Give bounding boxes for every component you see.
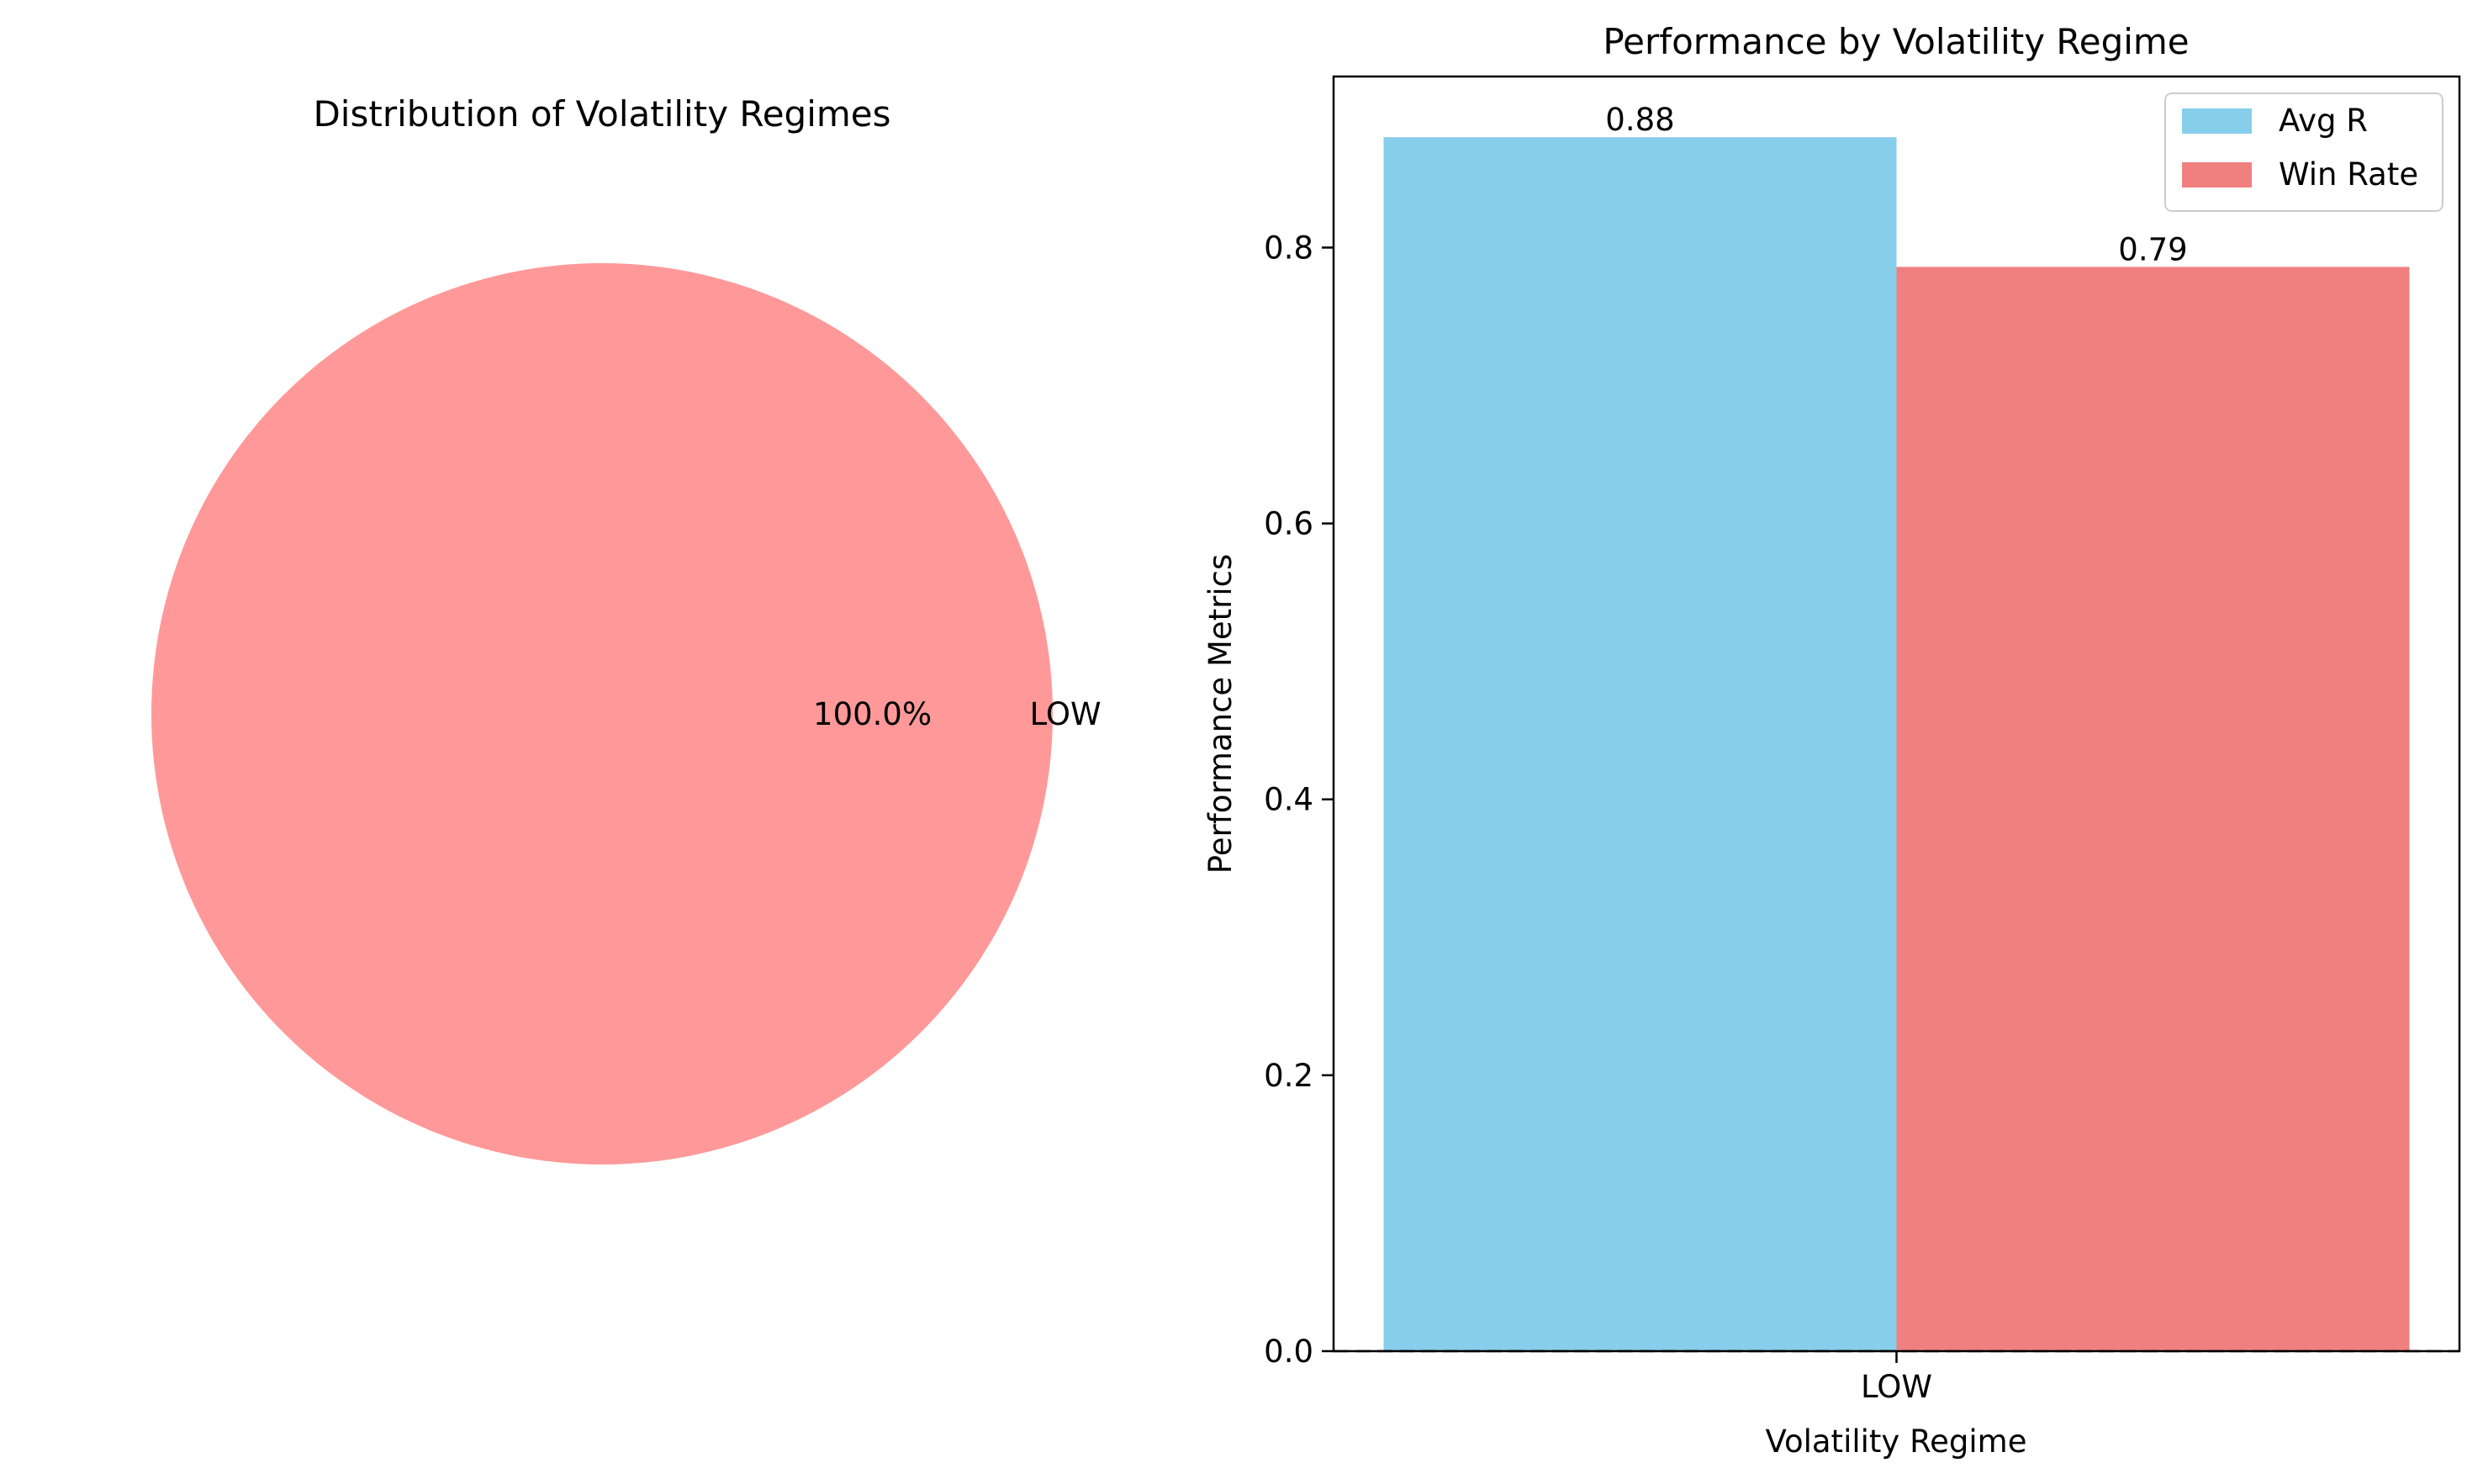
bar-chart-panel: Performance by Volatility Regime 0.88 0.7… — [1202, 21, 2461, 1460]
bar-chart-title: Performance by Volatility Regime — [1603, 21, 2189, 62]
y-tick-label: 0.4 — [1264, 782, 1313, 818]
y-tick-label: 0.0 — [1264, 1333, 1313, 1370]
bar-value-label: 0.79 — [2118, 231, 2187, 267]
bar-group — [1383, 137, 2410, 1352]
bar-avg-r — [1383, 137, 1897, 1352]
pie-slice-low — [151, 263, 1053, 1164]
y-tick-label: 0.2 — [1264, 1058, 1313, 1094]
pie-slice-label: LOW — [1030, 696, 1102, 732]
x-tick-label: LOW — [1861, 1369, 1932, 1405]
pie-percent-label: 100.0% — [813, 696, 932, 732]
legend-label: Avg R — [2279, 103, 2368, 139]
legend: Avg R Win Rate — [2164, 92, 2443, 212]
x-axis: LOW — [1861, 1351, 1932, 1405]
y-tick-label: 0.8 — [1264, 230, 1313, 266]
pie-chart-title: Distribution of Volatility Regimes — [313, 93, 890, 135]
bar-value-label: 0.88 — [1605, 102, 1674, 138]
legend-swatch — [2182, 162, 2252, 187]
y-tick-label: 0.6 — [1264, 506, 1313, 542]
bar-win-rate — [1896, 267, 2410, 1352]
pie-labels: LOW 100.0% — [813, 696, 1102, 732]
y-axis: 0.0 0.2 0.4 0.6 0.8 — [1264, 230, 1334, 1370]
pie-chart-panel: Distribution of Volatility Regimes LOW 10… — [151, 93, 1102, 1164]
x-axis-label: Volatility Regime — [1766, 1423, 2027, 1460]
legend-label: Win Rate — [2279, 156, 2418, 193]
pie-slices — [151, 263, 1053, 1164]
bar-value-labels: 0.88 0.79 — [1605, 102, 2187, 267]
y-axis-label: Performance Metrics — [1202, 554, 1239, 874]
legend-swatch — [2182, 108, 2252, 134]
